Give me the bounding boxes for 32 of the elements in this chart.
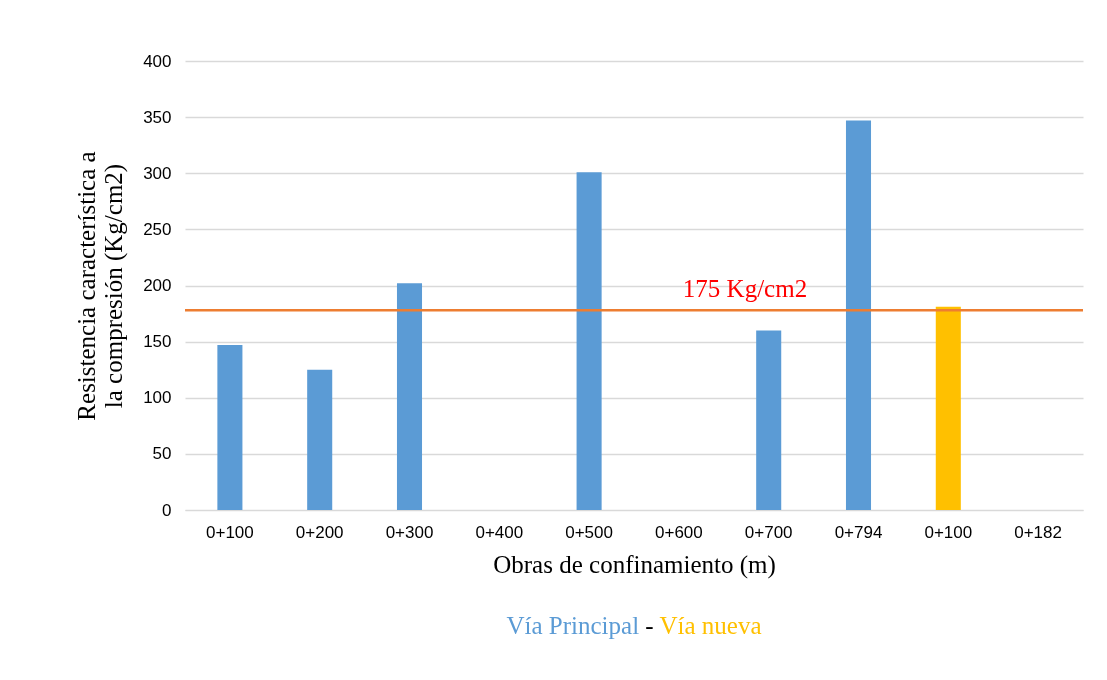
y-tick-label: 250 (143, 219, 172, 239)
x-tick-label: 0+182 (1014, 522, 1062, 542)
y-tick-label: 300 (143, 163, 172, 183)
bar (756, 330, 782, 510)
bar (217, 344, 243, 510)
bar (396, 283, 423, 510)
x-axis-title: Obras de confinamiento (m) (493, 550, 776, 579)
y-tick-label: 150 (143, 332, 172, 352)
x-tick-label: 0+500 (565, 522, 613, 542)
x-tick-label: 0+300 (385, 522, 434, 542)
y-axis-title: Resistencia característica a la compresión (Kg/cm2) (73, 151, 129, 421)
x-tick-label: 0+794 (834, 522, 883, 542)
y-tick-label: 400 (143, 51, 172, 71)
y-tick-label: 50 (152, 444, 172, 464)
x-tick-label: 0+600 (655, 522, 703, 542)
x-tick-label: 0+100 (924, 522, 973, 542)
text: Vía Principal (506, 612, 640, 639)
bar (576, 172, 602, 510)
y-tick-label: 100 (143, 388, 172, 408)
bar (845, 120, 872, 510)
y-tick-label: 0 (162, 500, 172, 520)
bar (307, 369, 333, 510)
x-tick-label: 0+700 (744, 522, 793, 542)
text: - (644, 612, 655, 639)
x-tick-label: 0+200 (295, 522, 344, 542)
ref-line-label: 175 Kg/cm2 (682, 275, 808, 303)
text: Vía nueva (659, 612, 762, 639)
y-tick-label: 350 (143, 107, 172, 127)
y-tick-label: 200 (143, 276, 172, 295)
bar (935, 306, 961, 510)
x-tick-label: 0+100 (206, 522, 254, 542)
x-tick-label: 0+400 (475, 522, 524, 542)
